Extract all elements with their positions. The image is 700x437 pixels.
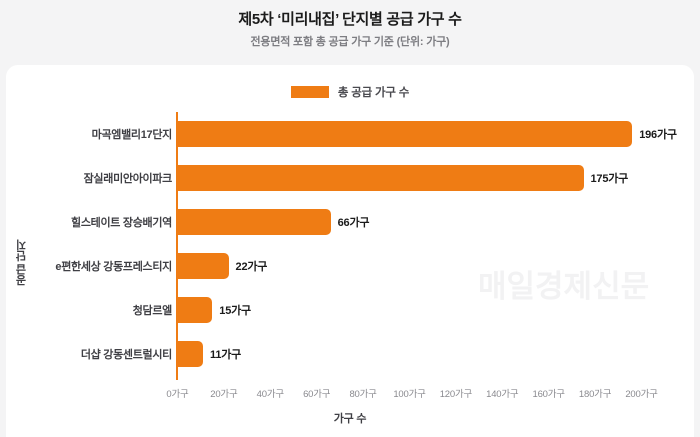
bar-row: e편한세상 강동프레스티지 22가구 <box>6 244 694 288</box>
bar-row: 잠실래미안아이파크 175가구 <box>6 156 694 200</box>
bar-value-label: 11가구 <box>210 349 242 361</box>
x-tick-label: 20가구 <box>210 389 238 400</box>
x-tick-label: 0가구 <box>166 389 189 400</box>
bar-row: 힐스테이트 장승배기역 66가구 <box>6 200 694 244</box>
bar[interactable] <box>177 121 633 147</box>
bar-value-label: 66가구 <box>337 217 370 229</box>
category-label: 잠실래미안아이파크 <box>83 173 173 185</box>
bar[interactable] <box>177 209 331 235</box>
x-tick-label: 180가구 <box>578 389 612 400</box>
y-axis-line <box>176 112 178 380</box>
watermark: 매일경제신문 <box>478 269 650 304</box>
x-tick-label: 60가구 <box>303 389 331 400</box>
bar-value-label: 196가구 <box>639 129 677 141</box>
bar[interactable] <box>177 165 584 191</box>
bar[interactable] <box>177 341 204 367</box>
x-tick-label: 140가구 <box>486 389 519 400</box>
category-label: 마곡엠밸리17단지 <box>91 129 173 141</box>
x-tick-label: 80가구 <box>349 389 377 400</box>
x-axis-ticks: 0가구 20가구 40가구 60가구 80가구 100가구 120가구 140가구 160가구 1… <box>6 386 694 402</box>
chart-header: 제5차 ‘미리내집’ 단지별 공급 가구 수 전용면적 포함 총 공급 가구 기… <box>0 0 700 66</box>
bar[interactable] <box>177 297 213 323</box>
bar-value-label: 22가구 <box>235 261 268 273</box>
category-label: 더샵 강동센트럴시티 <box>80 349 172 361</box>
page-title: 제5차 ‘미리내집’ 단지별 공급 가구 수 <box>238 11 462 28</box>
bar-value-label: 15가구 <box>219 305 251 317</box>
bar[interactable] <box>177 253 229 279</box>
category-label: 힐스테이트 장승배기역 <box>71 217 172 229</box>
x-tick-label: 40가구 <box>256 389 284 400</box>
category-label: 청담르엘 <box>132 305 173 317</box>
bar-row: 더샵 강동센트럴시티 11가구 <box>6 332 694 376</box>
x-tick-label: 160가구 <box>532 389 566 400</box>
bar-row: 청담르엘 15가구 <box>6 288 694 332</box>
chart-legend: 총 공급 가구 수 <box>6 84 694 100</box>
y-axis-title: 공급 단지 <box>16 240 28 287</box>
x-axis-title: 가구 수 <box>333 413 367 425</box>
x-tick-label: 120가구 <box>439 389 473 400</box>
chart-subtitle: 전용면적 포함 총 공급 가구 기준 (단위: 가구) <box>250 36 450 48</box>
x-tick-label: 200가구 <box>625 389 658 400</box>
category-label: e편한세상 강동프레스티지 <box>55 261 172 273</box>
bar-row: 마곡엠밸리17단지 196가구 <box>6 112 694 156</box>
legend-swatch-icon <box>290 86 329 98</box>
legend-label: 총 공급 가구 수 <box>337 87 410 99</box>
bar-value-label: 175가구 <box>590 173 629 185</box>
x-tick-label: 100가구 <box>393 389 426 400</box>
